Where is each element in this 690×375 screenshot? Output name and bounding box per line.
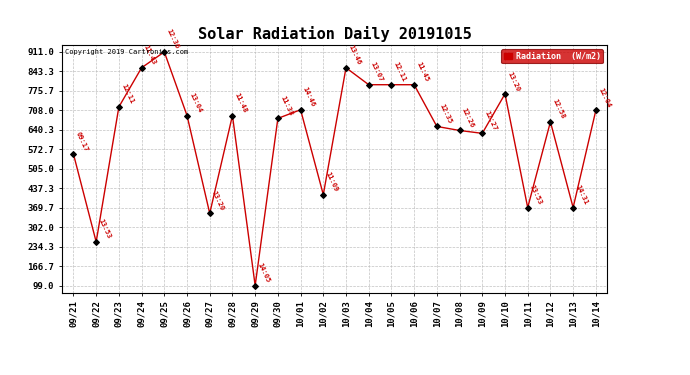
Point xyxy=(591,107,602,113)
Point xyxy=(273,116,284,122)
Text: 13:07: 13:07 xyxy=(370,61,384,83)
Point xyxy=(454,128,465,134)
Text: 11:43: 11:43 xyxy=(143,44,157,66)
Point xyxy=(113,104,124,110)
Point xyxy=(386,82,397,88)
Point xyxy=(500,91,511,97)
Text: 13:20: 13:20 xyxy=(211,190,226,211)
Point xyxy=(431,123,442,129)
Text: 13:53: 13:53 xyxy=(97,218,112,240)
Text: 12:27: 12:27 xyxy=(484,110,498,132)
Text: 12:11: 12:11 xyxy=(393,61,407,83)
Legend: Radiation  (W/m2): Radiation (W/m2) xyxy=(502,49,603,63)
Point xyxy=(90,239,101,245)
Text: 12:36: 12:36 xyxy=(166,28,180,50)
Point xyxy=(250,283,261,289)
Point xyxy=(568,205,579,211)
Text: 13:20: 13:20 xyxy=(506,70,520,92)
Text: Copyright 2019 Cartronics.com: Copyright 2019 Cartronics.com xyxy=(65,49,188,55)
Point xyxy=(136,65,147,71)
Text: 11:45: 11:45 xyxy=(415,61,430,83)
Title: Solar Radiation Daily 20191015: Solar Radiation Daily 20191015 xyxy=(198,27,471,42)
Point xyxy=(318,192,329,198)
Text: 14:31: 14:31 xyxy=(574,184,589,206)
Point xyxy=(227,112,238,118)
Point xyxy=(204,210,215,216)
Point xyxy=(408,82,420,88)
Text: 13:04: 13:04 xyxy=(188,92,203,114)
Point xyxy=(181,112,193,118)
Text: 14:05: 14:05 xyxy=(256,262,270,284)
Point xyxy=(363,82,374,88)
Text: 13:46: 13:46 xyxy=(347,44,362,66)
Text: 12:04: 12:04 xyxy=(597,87,611,109)
Point xyxy=(159,49,170,55)
Point xyxy=(68,151,79,157)
Text: 13:53: 13:53 xyxy=(529,184,543,206)
Text: 12:11: 12:11 xyxy=(120,83,135,105)
Text: 11:09: 11:09 xyxy=(324,171,339,193)
Point xyxy=(477,130,488,136)
Text: 12:35: 12:35 xyxy=(438,103,453,125)
Text: 14:46: 14:46 xyxy=(302,86,316,108)
Text: 11:38: 11:38 xyxy=(279,95,293,117)
Point xyxy=(340,65,351,71)
Text: 09:17: 09:17 xyxy=(75,130,89,152)
Text: 11:48: 11:48 xyxy=(234,92,248,114)
Point xyxy=(295,107,306,113)
Text: 12:26: 12:26 xyxy=(461,107,475,129)
Text: 12:58: 12:58 xyxy=(551,98,566,120)
Point xyxy=(545,119,556,125)
Point xyxy=(522,205,533,211)
